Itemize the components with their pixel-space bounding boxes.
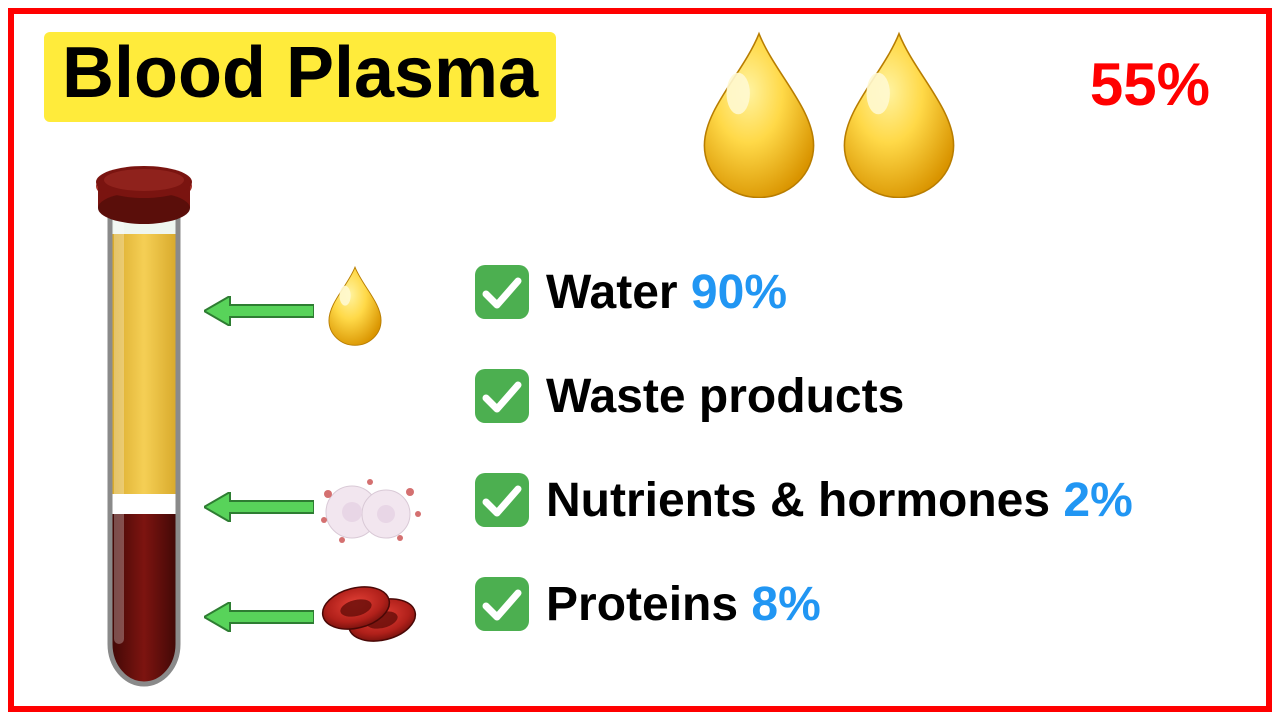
item-text: Water 90% — [546, 265, 787, 320]
test-tube — [74, 144, 214, 704]
item-text: Nutrients & hormones 2% — [546, 473, 1133, 528]
check-icon — [474, 576, 530, 632]
arrow-rbc — [204, 602, 314, 632]
plasma-drop-icons — [694, 28, 964, 198]
item-text: Proteins 8% — [546, 577, 821, 632]
item-label: Waste products — [546, 370, 904, 423]
plasma-total-percent: 55% — [1090, 50, 1210, 119]
check-icon — [474, 264, 530, 320]
page-title: Blood Plasma — [44, 32, 556, 122]
frame-border: Blood Plasma 55% — [8, 8, 1272, 712]
check-icon — [474, 472, 530, 528]
drop-icon — [834, 28, 964, 198]
list-item: Nutrients & hormones 2% — [474, 472, 1133, 528]
plasma-drop-small-icon — [324, 264, 386, 351]
rbc-icon — [314, 574, 434, 659]
item-pct: 8% — [751, 578, 820, 631]
item-pct: 2% — [1063, 474, 1132, 527]
list-item: Proteins 8% — [474, 576, 1133, 632]
list-item: Waste products — [474, 368, 1133, 424]
item-label: Water — [546, 266, 678, 319]
arrow-plasma — [204, 296, 314, 326]
item-label: Proteins — [546, 578, 738, 631]
wbc-icon — [314, 464, 434, 559]
component-list: Water 90% Waste products Nutrients & hor… — [474, 264, 1133, 632]
check-icon — [474, 368, 530, 424]
item-pct: 90% — [691, 266, 787, 319]
arrow-buffy-coat — [204, 492, 314, 522]
list-item: Water 90% — [474, 264, 1133, 320]
item-text: Waste products — [546, 369, 904, 424]
drop-icon — [694, 28, 824, 198]
item-label: Nutrients & hormones — [546, 474, 1050, 527]
